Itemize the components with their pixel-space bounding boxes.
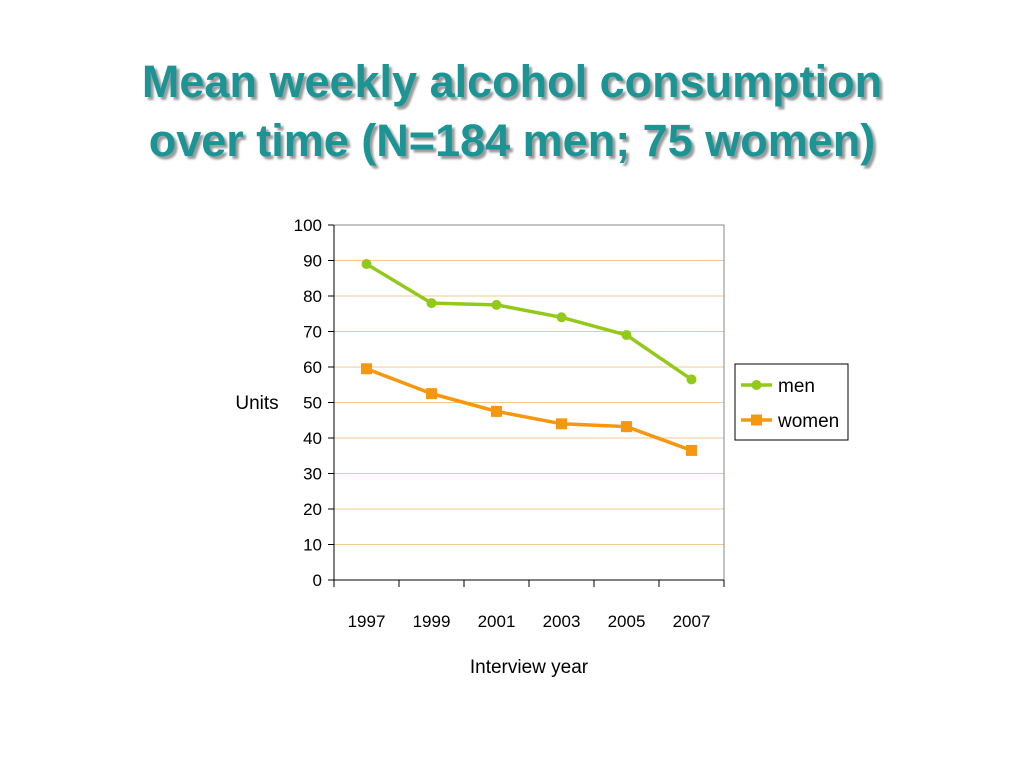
y-tick-label: 20 <box>303 500 322 519</box>
data-point-men <box>621 330 632 341</box>
axes <box>328 224 725 587</box>
y-tick-label: 10 <box>303 536 322 555</box>
data-point-women <box>621 421 632 433</box>
legend-label-men: men <box>778 376 815 397</box>
data-point-women <box>361 363 372 375</box>
x-tick-label: 1999 <box>413 612 451 631</box>
y-tick-label: 0 <box>313 571 322 590</box>
y-tick-label: 60 <box>303 358 322 377</box>
y-tick-labels: 0 10 20 30 40 50 60 70 80 90 100 <box>294 216 322 590</box>
x-tick-label: 2003 <box>543 612 581 631</box>
series-line-women <box>365 367 693 453</box>
legend-marker-women <box>751 414 762 426</box>
x-tick-label: 2001 <box>478 612 516 631</box>
series-women <box>361 363 697 456</box>
x-axis-label: Interview year <box>470 657 589 678</box>
slide-title: Mean weekly alcohol consumption over tim… <box>0 52 1024 170</box>
x-tick-label: 2005 <box>608 612 646 631</box>
data-point-women <box>556 418 567 430</box>
y-tick-label: 100 <box>294 216 322 235</box>
x-tick-labels: 1997 1999 2001 2003 2005 2007 <box>348 612 711 631</box>
series-men <box>361 259 697 385</box>
y-axis-label: Units <box>235 393 278 414</box>
legend-label-women: women <box>777 411 839 432</box>
data-point-women <box>491 405 502 417</box>
data-point-men <box>426 298 437 309</box>
x-tick-label: 1997 <box>348 612 386 631</box>
grid-lines <box>334 224 724 545</box>
data-point-men <box>556 312 567 323</box>
y-tick-label: 80 <box>303 287 322 306</box>
series-line-men <box>365 262 693 381</box>
legend-box <box>734 363 849 441</box>
y-tick-label: 50 <box>303 394 322 413</box>
y-tick-label: 40 <box>303 429 322 448</box>
data-point-women <box>426 388 437 400</box>
y-tick-label: 90 <box>303 252 322 271</box>
x-tick-label: 2007 <box>673 612 711 631</box>
y-tick-label: 70 <box>303 323 322 342</box>
y-tick-label: 30 <box>303 465 322 484</box>
series-layer <box>361 259 697 456</box>
data-point-men <box>491 299 502 310</box>
legend: men women <box>734 363 849 441</box>
data-point-men <box>686 374 697 385</box>
title-line-2: over time (N=184 men; 75 women) <box>148 115 876 166</box>
data-point-men <box>361 259 372 270</box>
legend-marker-men <box>751 380 762 390</box>
title-line-1: Mean weekly alcohol consumption <box>141 56 883 107</box>
data-point-women <box>686 444 697 456</box>
